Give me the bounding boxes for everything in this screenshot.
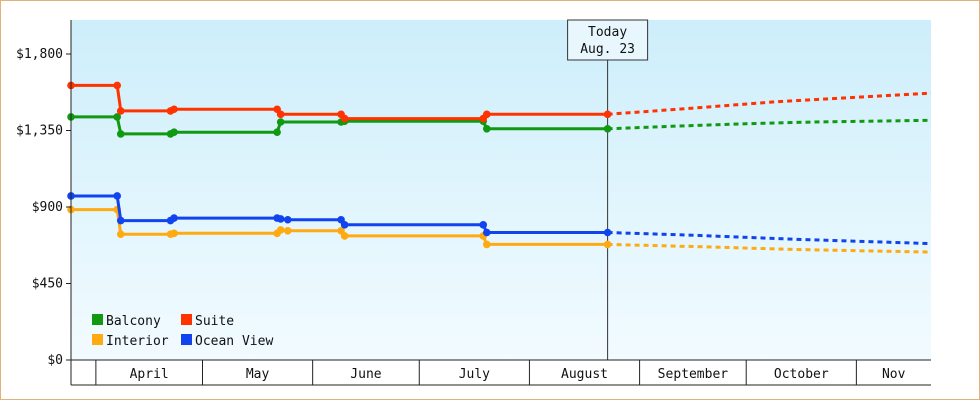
legend-label: Ocean View [195, 334, 273, 349]
y-tick-label: $0 [47, 353, 63, 368]
data-point [116, 130, 125, 138]
data-point [113, 192, 121, 200]
y-tick-label: $1,800 [16, 47, 63, 62]
x-tick-label: October [774, 367, 829, 382]
legend-label: Interior [106, 334, 169, 349]
data-point [482, 110, 491, 119]
data-point [170, 214, 178, 222]
legend-swatch [92, 314, 103, 325]
data-point [340, 114, 349, 123]
data-point [170, 229, 178, 238]
x-tick-label: July [459, 367, 490, 382]
forecast-line [607, 118, 932, 131]
legend-label: Suite [195, 314, 234, 329]
today-label-box [567, 19, 649, 61]
data-point [283, 215, 292, 224]
legend-swatch [181, 334, 192, 345]
axes: $0 $450 $900 $1,350 $1,800 April May June July Au… [16, 20, 931, 386]
data-point [603, 228, 612, 237]
x-tick-label: April [130, 367, 169, 382]
today-marker: Today Aug. 23 [567, 19, 649, 360]
data-point [170, 128, 178, 136]
y-tick-label: $1,350 [16, 124, 63, 139]
forecast-line [607, 231, 932, 246]
data-point [116, 216, 125, 225]
data-point [113, 81, 121, 90]
legend-swatch [181, 314, 192, 325]
data-point [273, 128, 281, 136]
data-point [116, 107, 125, 115]
x-tick-label: May [246, 367, 270, 382]
data-point [113, 113, 121, 121]
y-tick-label: $900 [32, 200, 63, 215]
data-point [276, 110, 285, 119]
today-label: Today [588, 25, 627, 40]
data-point [482, 240, 491, 249]
data-point [482, 228, 491, 237]
series-lines [67, 81, 932, 254]
data-point [283, 227, 292, 235]
data-point [603, 110, 612, 119]
data-point [603, 125, 612, 133]
data-point [276, 215, 285, 223]
forecast-line [607, 242, 932, 254]
data-point [479, 221, 488, 229]
x-tick-label: June [350, 367, 381, 382]
data-point [340, 221, 349, 229]
data-point [482, 125, 491, 133]
y-tick-label: $450 [32, 277, 63, 292]
legend-label: Balcony [106, 314, 161, 329]
data-point [276, 118, 285, 126]
legend: Balcony Suite Interior Ocean View [92, 314, 273, 349]
forecast-line [607, 91, 932, 116]
today-date-label: Aug. 23 [580, 42, 635, 57]
data-point [116, 230, 125, 238]
legend-swatch [92, 334, 103, 345]
data-point [340, 232, 349, 240]
data-point [603, 240, 612, 249]
x-tick-label: September [658, 367, 729, 382]
data-point [276, 226, 285, 234]
x-tick-label: Nov [882, 367, 906, 382]
data-point [170, 105, 178, 114]
x-tick-label: August [561, 367, 608, 382]
plot-area [71, 20, 931, 360]
